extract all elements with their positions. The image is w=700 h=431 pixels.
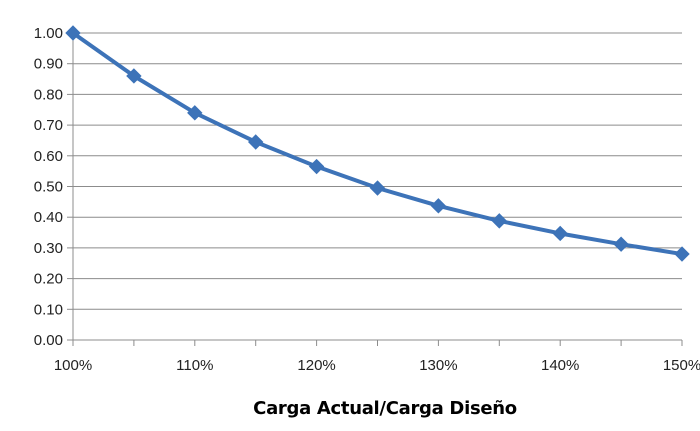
data-point xyxy=(247,134,264,150)
x-tick-label: 110% xyxy=(176,357,213,374)
y-tick-label: 0.20 xyxy=(34,271,63,288)
data-point xyxy=(126,68,142,84)
x-tick-label: 150% xyxy=(663,357,700,374)
data-point xyxy=(369,180,386,196)
y-tick-label: 0.80 xyxy=(34,86,63,103)
x-tick-label: 100% xyxy=(54,357,92,374)
data-point xyxy=(308,158,325,175)
x-tick-label: 140% xyxy=(541,357,579,374)
x-tick-labels: 100% 110% 120% 130% 140% 150% xyxy=(54,357,700,374)
data-point xyxy=(613,236,629,252)
y-tick-label: 0.50 xyxy=(34,179,63,196)
data-point xyxy=(552,225,568,242)
data-point xyxy=(430,198,447,214)
y-tick-label: 0.40 xyxy=(34,209,63,226)
y-tick-label: 0.10 xyxy=(34,301,63,318)
gridlines xyxy=(73,32,682,310)
y-tick-label: 0.90 xyxy=(34,56,63,73)
y-tick-label: 0.60 xyxy=(34,148,63,165)
data-point xyxy=(674,246,690,262)
axes xyxy=(67,32,683,346)
y-tick-labels: 0.00 0.10 0.20 0.30 0.40 0.50 0.60 0.70 0.80 0.90… xyxy=(34,25,63,349)
series-line xyxy=(71,31,684,257)
y-tick-label: 1.00 xyxy=(34,25,63,42)
data-series xyxy=(65,25,690,262)
data-point xyxy=(491,213,508,229)
data-point xyxy=(65,25,81,41)
data-point xyxy=(187,105,203,121)
x-axis-title: Carga Actual/Carga Diseño xyxy=(253,398,517,419)
x-tick-label: 130% xyxy=(419,357,457,374)
y-tick-label: 0.70 xyxy=(34,117,63,134)
y-tick-label: 0.30 xyxy=(34,240,63,257)
y-tick-label: 0.00 xyxy=(34,332,63,349)
x-tick-label: 120% xyxy=(297,357,335,374)
